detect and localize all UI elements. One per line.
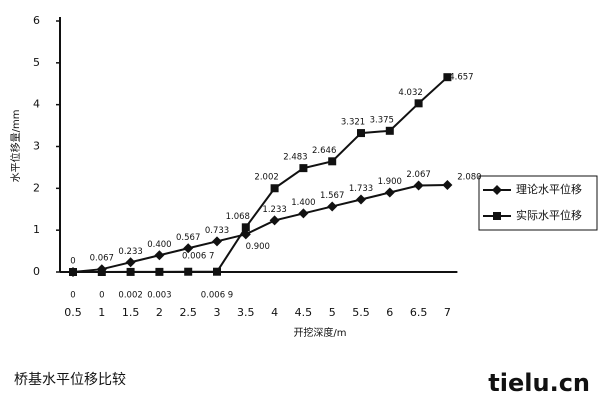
legend-marker	[493, 212, 501, 220]
x-tick-label: 2.5	[179, 306, 197, 319]
point	[154, 250, 165, 261]
point	[155, 267, 164, 276]
legend-box	[478, 175, 598, 231]
x-tick-label: 0.5	[64, 306, 82, 319]
point	[299, 164, 308, 173]
data-label: 0	[70, 291, 75, 301]
point	[183, 243, 194, 254]
legend-label: 理论水平位移	[516, 182, 582, 196]
x-tick-label: 5.5	[352, 306, 370, 319]
point	[184, 267, 193, 276]
data-label: 3.375	[370, 115, 394, 125]
data-label: 4.657	[449, 73, 473, 83]
point	[385, 126, 394, 135]
y-tick-label: 2	[33, 181, 40, 194]
data-label: 0.006 7	[182, 252, 214, 262]
legend-marker	[492, 185, 502, 195]
data-label: 0.567	[176, 233, 200, 243]
series-line	[72, 183, 448, 273]
data-label: 2.067	[406, 170, 430, 180]
data-label: 2.080	[457, 172, 481, 182]
data-label: 0.067	[90, 254, 114, 264]
point	[298, 208, 309, 219]
point	[125, 257, 136, 268]
point	[269, 215, 280, 226]
data-label: 0.003	[147, 291, 171, 301]
x-tick-label: 4	[271, 306, 278, 319]
data-label: 0.900	[246, 242, 270, 252]
data-label: 3.321	[341, 118, 365, 128]
x-tick-label: 1.5	[122, 306, 140, 319]
data-label: 4.032	[398, 88, 422, 98]
point	[356, 194, 366, 205]
data-label: 0	[99, 291, 104, 301]
point	[413, 180, 424, 191]
legend-label: 实际水平位移	[516, 208, 582, 222]
point	[442, 179, 453, 190]
data-label: 2.002	[254, 173, 278, 183]
watermark: tielu.cn	[488, 369, 590, 397]
data-label: 0.002	[118, 291, 142, 301]
x-tick-label: 6	[386, 306, 393, 319]
point	[126, 267, 135, 276]
data-label: 1.733	[349, 184, 373, 194]
y-axis-label: 水平位移量/mm	[9, 110, 22, 183]
point	[241, 223, 250, 232]
x-tick-label: 2	[156, 306, 163, 319]
data-label: 0.733	[205, 226, 229, 236]
data-label: 1.900	[378, 177, 402, 187]
data-label: 2.483	[283, 153, 307, 163]
point	[97, 268, 106, 276]
point	[327, 201, 338, 212]
data-label: 1.068	[226, 212, 250, 222]
data-label: 0.400	[147, 240, 171, 250]
x-tick-label: 4.5	[295, 306, 313, 319]
y-tick-label: 4	[33, 98, 40, 111]
x-tick-label: 3.5	[237, 306, 255, 319]
point	[69, 268, 77, 276]
point	[414, 99, 423, 108]
y-tick-label: 1	[33, 223, 40, 236]
x-tick-label: 3	[214, 306, 221, 319]
y-tick-label: 5	[33, 56, 40, 69]
point	[213, 267, 221, 276]
point	[328, 157, 337, 166]
y-tick-label: 3	[33, 140, 40, 153]
data-label: 1.400	[291, 198, 315, 208]
data-label: 0.233	[118, 247, 142, 257]
point	[357, 129, 365, 138]
y-tick-label: 0	[33, 265, 40, 278]
point	[212, 236, 222, 247]
point	[443, 73, 452, 82]
data-label: 2.646	[312, 146, 336, 156]
x-tick-label: 6.5	[410, 306, 428, 319]
series-line	[73, 76, 449, 273]
x-tick-label: 1	[98, 306, 105, 319]
x-axis-label: 开挖深度/m	[293, 326, 346, 339]
data-label: 1.233	[262, 205, 286, 215]
data-label: 0	[70, 257, 75, 267]
y-tick-label: 6	[33, 14, 40, 27]
point	[384, 187, 395, 198]
x-tick-label: 5	[329, 306, 336, 319]
point	[270, 184, 279, 193]
x-tick-label: 7	[444, 306, 451, 319]
data-label: 0.006 9	[201, 291, 233, 301]
data-label: 1.567	[320, 191, 344, 201]
caption: 桥基水平位移比较	[14, 371, 126, 388]
